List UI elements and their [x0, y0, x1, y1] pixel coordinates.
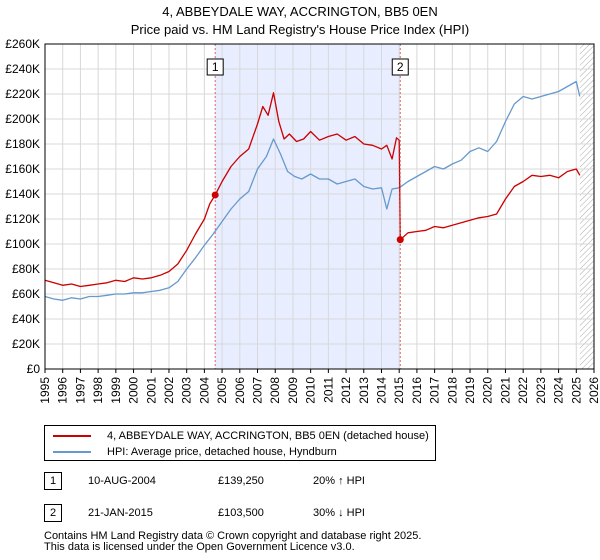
chart-subtitle: Price paid vs. HM Land Registry's House …	[130, 22, 470, 37]
x-tick-label: 1999	[109, 377, 123, 404]
forecast-hatch	[579, 44, 594, 369]
x-tick-label: 2025	[569, 377, 583, 404]
x-tick-label: 1996	[56, 377, 70, 404]
y-tick-label: £180K	[5, 137, 40, 151]
sale-label-number: 1	[212, 60, 219, 74]
sale-point	[211, 191, 219, 199]
x-tick-label: 2019	[463, 377, 477, 404]
x-tick-label: 2017	[428, 377, 442, 404]
sale-row: 2 21-JAN-2015 £103,500 30% ↓ HPI	[44, 504, 424, 524]
sale-hpi-change: 30% ↓ HPI	[313, 507, 365, 519]
x-tick-label: 2016	[410, 377, 424, 404]
hpi-series-line	[44, 80, 581, 301]
legend: 4, ABBEYDALE WAY, ACCRINGTON, BB5 0EN (d…	[44, 425, 436, 461]
x-tick-label: 2006	[233, 377, 247, 404]
y-tick-label: £100K	[5, 237, 40, 251]
chart-title: 4, ABBEYDALE WAY, ACCRINGTON, BB5 0EN	[162, 4, 438, 19]
price-chart: 1 2 £0 £20K £40K £60K £80K £100K £120K £140K £160…	[5, 37, 600, 404]
y-tick-label: £260K	[5, 37, 40, 51]
x-tick-label: 2002	[162, 377, 176, 404]
sale-price: £103,500	[218, 507, 264, 519]
y-tick-label: £160K	[5, 162, 40, 176]
legend-swatch-hpi	[53, 451, 91, 453]
x-tick-label: 2005	[215, 377, 229, 404]
x-tick-label: 2024	[552, 377, 566, 404]
legend-label-hpi: HPI: Average price, detached house, Hynd…	[107, 446, 337, 458]
sale-id-box: 1	[44, 472, 62, 490]
sale-label-box	[391, 58, 409, 76]
x-tick-label: 1998	[91, 377, 105, 404]
legend-swatch-property	[53, 435, 91, 437]
property-series-line	[44, 92, 581, 288]
x-tick-label: 2004	[197, 377, 211, 404]
x-tick-label: 2003	[180, 377, 194, 404]
sale-point	[396, 236, 404, 244]
y-tick-label: £60K	[12, 287, 40, 301]
x-tick-label: 2011	[321, 377, 335, 403]
y-tick-label: £0	[27, 362, 41, 376]
legend-item-hpi: HPI: Average price, detached house, Hynd…	[53, 445, 337, 459]
legend-item-property: 4, ABBEYDALE WAY, ACCRINGTON, BB5 0EN (d…	[53, 429, 429, 443]
x-tick-label: 2012	[339, 377, 353, 404]
sale-price: £139,250	[218, 475, 264, 487]
y-tick-label: £140K	[5, 187, 40, 201]
sale-id-box: 2	[44, 504, 62, 522]
x-tick-label: 2007	[251, 377, 265, 404]
y-tick-label: £200K	[5, 112, 40, 126]
x-tick-label: 1995	[38, 377, 52, 404]
sale-date: 21-JAN-2015	[88, 507, 153, 519]
x-tick-label: 2013	[357, 377, 371, 404]
y-tick-label: £80K	[12, 262, 40, 276]
footer-copyright: Contains HM Land Registry data © Crown c…	[44, 530, 422, 542]
legend-label-property: 4, ABBEYDALE WAY, ACCRINGTON, BB5 0EN (d…	[107, 430, 429, 442]
x-tick-label: 1997	[73, 377, 87, 404]
y-tick-label: £40K	[12, 312, 40, 326]
x-tick-label: 2026	[587, 377, 600, 404]
sale-label-number: 2	[397, 60, 404, 74]
x-tick-label: 2008	[268, 377, 282, 404]
x-tick-label: 2014	[374, 377, 388, 404]
x-tick-label: 2015	[392, 377, 406, 404]
sale-row: 1 10-AUG-2004 £139,250 20% ↑ HPI	[44, 472, 424, 492]
x-tick-label: 2021	[498, 377, 512, 404]
x-tick-label: 2010	[304, 377, 318, 404]
y-tick-label: £20K	[12, 337, 40, 351]
plot-frame	[44, 43, 595, 370]
sale-hpi-change: 20% ↑ HPI	[313, 475, 365, 487]
x-tick-label: 2023	[534, 377, 548, 404]
ownership-shade	[215, 44, 401, 369]
y-tick-label: £240K	[5, 62, 40, 76]
footer-licence: This data is licensed under the Open Gov…	[44, 541, 355, 553]
footer: Contains HM Land Registry data © Crown c…	[44, 531, 421, 553]
x-tick-label: 2020	[481, 377, 495, 404]
y-tick-label: £220K	[5, 87, 40, 101]
sale-date: 10-AUG-2004	[88, 475, 156, 487]
sale-label-box	[206, 58, 224, 76]
x-tick-label: 2000	[127, 377, 141, 404]
x-tick-label: 2009	[286, 377, 300, 404]
y-tick-label: £120K	[5, 212, 40, 226]
x-tick-label: 2022	[516, 377, 530, 404]
x-tick-label: 2001	[144, 377, 158, 404]
x-tick-label: 2018	[445, 377, 459, 404]
